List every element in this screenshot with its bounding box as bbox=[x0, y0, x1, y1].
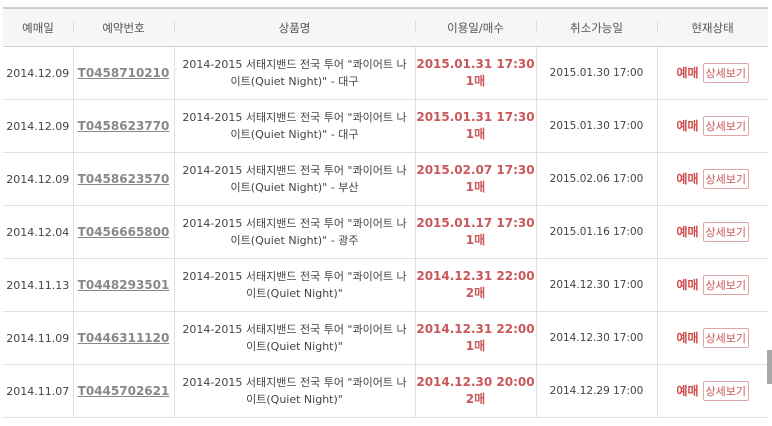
cancel-deadline: 2015.02.06 17:00 bbox=[535, 152, 657, 206]
ticket-quantity: 1매 bbox=[465, 74, 486, 88]
cancel-deadline: 2014.12.30 17:00 bbox=[535, 258, 657, 312]
use-date: 2015.01.17 17:30 bbox=[416, 216, 535, 230]
table-row: 2014.12.09 T0458710210 2014-2015 서태지밴드 전… bbox=[3, 46, 768, 100]
table-header: 예매일 예약번호 상품명 이용일/매수 취소가능일 현재상태 bbox=[3, 8, 768, 47]
detail-button[interactable]: 상세보기 bbox=[702, 169, 750, 189]
table-row: 2014.11.09 T0446311120 2014-2015 서태지밴드 전… bbox=[3, 311, 768, 365]
detail-button[interactable]: 상세보기 bbox=[702, 63, 750, 83]
status-cell: 예매 상세보기 bbox=[656, 46, 768, 100]
status-badge: 예매 bbox=[676, 119, 699, 133]
status-badge: 예매 bbox=[676, 331, 699, 345]
reservation-number-cell: T0458623770 bbox=[72, 99, 174, 153]
cancel-deadline: 2015.01.16 17:00 bbox=[535, 205, 657, 259]
cancel-deadline: 2015.01.30 17:00 bbox=[535, 46, 657, 100]
use-date-cell: 2014.12.30 20:00 2매 bbox=[414, 364, 536, 418]
header-booking-date: 예매일 bbox=[3, 8, 73, 47]
reservation-table: 예매일 예약번호 상품명 이용일/매수 취소가능일 현재상태 2014.12.0… bbox=[3, 7, 768, 418]
booking-date: 2014.12.09 bbox=[3, 46, 73, 100]
booking-date: 2014.11.07 bbox=[3, 364, 73, 418]
booking-date: 2014.11.09 bbox=[3, 311, 73, 365]
booking-date: 2014.12.09 bbox=[3, 152, 73, 206]
status-badge: 예매 bbox=[676, 172, 699, 186]
product-name: 2014-2015 서태지밴드 전국 투어 "콰이어트 나이트(Quiet Ni… bbox=[173, 99, 415, 153]
header-status: 현재상태 bbox=[657, 8, 768, 47]
header-product-name: 상품명 bbox=[174, 8, 415, 47]
status-cell: 예매 상세보기 bbox=[656, 152, 768, 206]
table-row: 2014.12.09 T0458623770 2014-2015 서태지밴드 전… bbox=[3, 99, 768, 153]
booking-date: 2014.12.09 bbox=[3, 99, 73, 153]
reservation-number-cell: T0448293501 bbox=[72, 258, 174, 312]
ticket-quantity: 1매 bbox=[465, 180, 486, 194]
status-cell: 예매 상세보기 bbox=[656, 205, 768, 259]
table-row: 2014.11.07 T0445702621 2014-2015 서태지밴드 전… bbox=[3, 364, 768, 418]
use-date-cell: 2015.01.31 17:30 1매 bbox=[414, 99, 536, 153]
header-reservation-number: 예약번호 bbox=[73, 8, 174, 47]
status-cell: 예매 상세보기 bbox=[656, 99, 768, 153]
table-row: 2014.12.09 T0458623570 2014-2015 서태지밴드 전… bbox=[3, 152, 768, 206]
reservation-number-link[interactable]: T0458623570 bbox=[77, 172, 170, 186]
ticket-quantity: 1매 bbox=[465, 233, 486, 247]
reservation-number-cell: T0458623570 bbox=[72, 152, 174, 206]
ticket-quantity: 1매 bbox=[465, 127, 486, 141]
status-badge: 예매 bbox=[676, 278, 699, 292]
product-name: 2014-2015 서태지밴드 전국 투어 "콰이어트 나이트(Quiet Ni… bbox=[173, 311, 415, 365]
use-date: 2014.12.31 22:00 bbox=[416, 322, 535, 336]
status-cell: 예매 상세보기 bbox=[656, 258, 768, 312]
reservation-number-link[interactable]: T0458623770 bbox=[77, 119, 170, 133]
reservation-number-link[interactable]: T0458710210 bbox=[77, 66, 170, 80]
status-badge: 예매 bbox=[676, 225, 699, 239]
cancel-deadline: 2014.12.30 17:00 bbox=[535, 311, 657, 365]
reservation-number-link[interactable]: T0456665800 bbox=[77, 225, 170, 239]
use-date: 2014.12.31 22:00 bbox=[416, 269, 535, 283]
ticket-quantity: 2매 bbox=[465, 392, 486, 406]
header-use-date-qty: 이용일/매수 bbox=[415, 8, 536, 47]
detail-button[interactable]: 상세보기 bbox=[702, 328, 750, 348]
use-date: 2014.12.30 20:00 bbox=[416, 375, 535, 389]
header-cancel-deadline: 취소가능일 bbox=[536, 8, 657, 47]
product-name: 2014-2015 서태지밴드 전국 투어 "콰이어트 나이트(Quiet Ni… bbox=[173, 364, 415, 418]
scrollbar-handle[interactable] bbox=[767, 350, 772, 384]
cancel-deadline: 2015.01.30 17:00 bbox=[535, 99, 657, 153]
use-date-cell: 2015.02.07 17:30 1매 bbox=[414, 152, 536, 206]
use-date-cell: 2014.12.31 22:00 1매 bbox=[414, 311, 536, 365]
detail-button[interactable]: 상세보기 bbox=[702, 116, 750, 136]
reservation-number-cell: T0456665800 bbox=[72, 205, 174, 259]
reservation-number-link[interactable]: T0445702621 bbox=[77, 384, 170, 398]
table-row: 2014.11.13 T0448293501 2014-2015 서태지밴드 전… bbox=[3, 258, 768, 312]
status-cell: 예매 상세보기 bbox=[656, 364, 768, 418]
product-name: 2014-2015 서태지밴드 전국 투어 "콰이어트 나이트(Quiet Ni… bbox=[173, 205, 415, 259]
detail-button[interactable]: 상세보기 bbox=[702, 381, 750, 401]
reservation-number-cell: T0458710210 bbox=[72, 46, 174, 100]
use-date-cell: 2015.01.31 17:30 1매 bbox=[414, 46, 536, 100]
reservation-number-cell: T0446311120 bbox=[72, 311, 174, 365]
product-name: 2014-2015 서태지밴드 전국 투어 "콰이어트 나이트(Quiet Ni… bbox=[173, 152, 415, 206]
booking-date: 2014.11.13 bbox=[3, 258, 73, 312]
table-row: 2014.12.04 T0456665800 2014-2015 서태지밴드 전… bbox=[3, 205, 768, 259]
status-badge: 예매 bbox=[676, 384, 699, 398]
ticket-quantity: 1매 bbox=[465, 339, 486, 353]
reservation-number-link[interactable]: T0446311120 bbox=[77, 331, 170, 345]
product-name: 2014-2015 서태지밴드 전국 투어 "콰이어트 나이트(Quiet Ni… bbox=[173, 258, 415, 312]
use-date: 2015.01.31 17:30 bbox=[416, 110, 535, 124]
product-name: 2014-2015 서태지밴드 전국 투어 "콰이어트 나이트(Quiet Ni… bbox=[173, 46, 415, 100]
reservation-number-cell: T0445702621 bbox=[72, 364, 174, 418]
use-date-cell: 2014.12.31 22:00 2매 bbox=[414, 258, 536, 312]
reservation-number-link[interactable]: T0448293501 bbox=[77, 278, 170, 292]
use-date: 2015.02.07 17:30 bbox=[416, 163, 535, 177]
status-cell: 예매 상세보기 bbox=[656, 311, 768, 365]
use-date: 2015.01.31 17:30 bbox=[416, 57, 535, 71]
status-badge: 예매 bbox=[676, 66, 699, 80]
ticket-quantity: 2매 bbox=[465, 286, 486, 300]
booking-date: 2014.12.04 bbox=[3, 205, 73, 259]
use-date-cell: 2015.01.17 17:30 1매 bbox=[414, 205, 536, 259]
detail-button[interactable]: 상세보기 bbox=[702, 275, 750, 295]
detail-button[interactable]: 상세보기 bbox=[702, 222, 750, 242]
cancel-deadline: 2014.12.29 17:00 bbox=[535, 364, 657, 418]
